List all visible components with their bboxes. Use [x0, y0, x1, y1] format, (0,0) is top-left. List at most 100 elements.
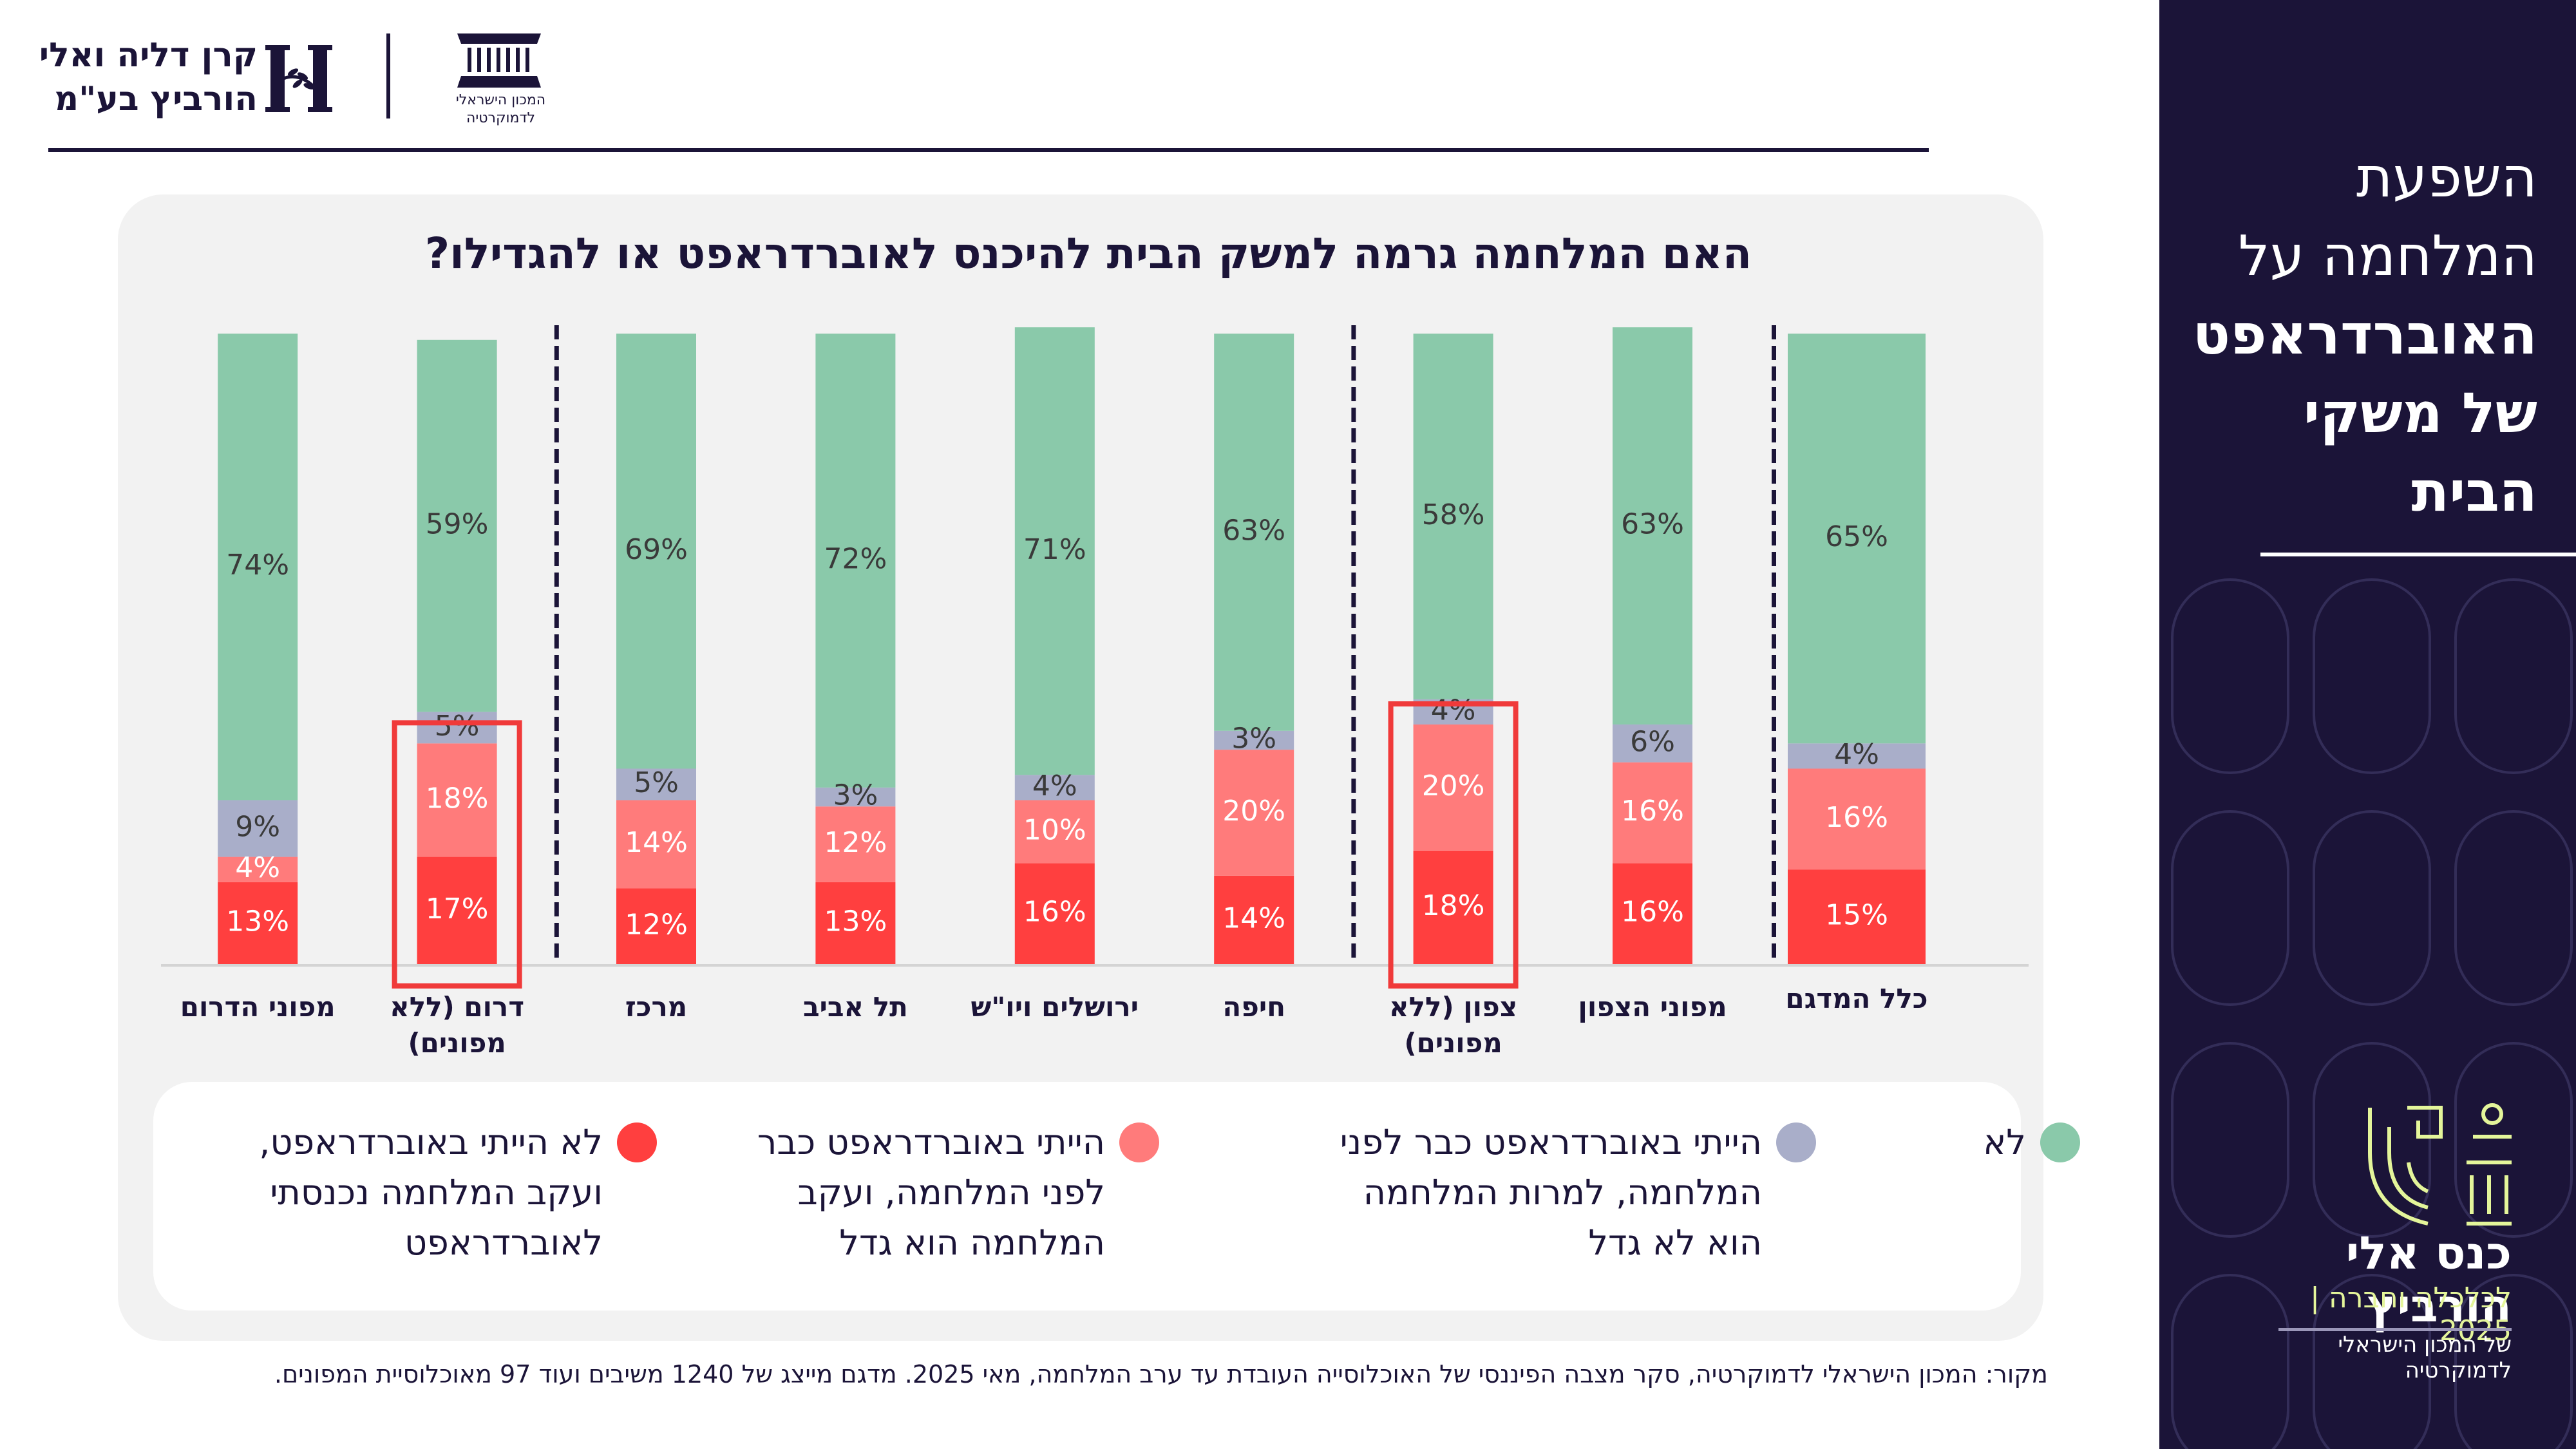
value-label: 16% — [1023, 896, 1086, 929]
value-label: 20% — [1222, 795, 1285, 828]
sidebar-title-line: האוברדראפט — [2192, 303, 2537, 367]
conference-organizer: של המכון הישראלי לדמוקרטיה — [2338, 1332, 2512, 1383]
bar-segment-no — [1413, 334, 1493, 699]
legend-label-no: לא — [1983, 1117, 2026, 1168]
value-label: 14% — [625, 826, 688, 859]
bar-segment-overdraft_not_grew — [1214, 730, 1294, 750]
bar-segment-overdraft_grew — [1214, 750, 1294, 876]
bar-segment-overdraft_not_grew — [1014, 775, 1095, 800]
highlight-box — [1388, 701, 1519, 989]
category-label: מפוני הצפון — [1578, 991, 1727, 1023]
category-label: מפונים) — [1404, 1027, 1502, 1059]
category-label: מפוני הדרום — [180, 991, 336, 1023]
bar-segment-no — [1014, 327, 1095, 775]
value-label: 13% — [824, 905, 887, 938]
institute-logo-line-1: המכון הישראלי — [455, 92, 546, 108]
value-label: 74% — [226, 549, 289, 582]
value-label: 4% — [1032, 770, 1077, 802]
foundation-h-logo-icon — [265, 45, 332, 112]
bar-segment-no — [1613, 327, 1692, 724]
legend-swatch-entered-overdraft-icon — [617, 1122, 657, 1162]
source-footnote: מקור: המכון הישראלי לדמוקרטיה, סקר מצבה … — [274, 1360, 2048, 1388]
bar-segment-entered_overdraft — [815, 882, 896, 964]
header-divider — [48, 148, 1929, 152]
value-label: 4% — [235, 851, 280, 884]
bar-segment-overdraft_grew — [218, 857, 298, 882]
category-label: דרום (ללא — [390, 991, 524, 1023]
conference-name: כנס אלי הורביץ — [2345, 1227, 2512, 1332]
legend-line: לא — [1983, 1122, 2026, 1162]
sidebar-title-line: הבית — [2411, 460, 2537, 524]
bar-segment-overdraft_not_grew — [218, 800, 298, 857]
conference-logo-icon — [2368, 1103, 2512, 1226]
legend-line: לאוברדראפט — [404, 1222, 603, 1263]
legend-line: לא הייתי באוברדראפט, — [259, 1122, 603, 1162]
value-label: 71% — [1023, 533, 1086, 566]
category-label: תל אביב — [803, 991, 908, 1023]
value-label: 16% — [1621, 896, 1684, 929]
conference-divider — [2278, 1328, 2512, 1331]
bars-layer — [161, 327, 2029, 967]
bar-segment-overdraft_not_grew — [1613, 724, 1692, 762]
value-label: 15% — [1825, 899, 1888, 932]
legend-line: הוא לא גדל — [1588, 1222, 1762, 1263]
legend-line: לפני המלחמה, ועקב — [797, 1172, 1105, 1213]
foundation-logo-line-2: הורביץ בע"מ — [54, 80, 258, 118]
bar-segment-no — [417, 339, 497, 712]
legend-line: המלחמה הוא גדל — [839, 1222, 1105, 1263]
value-label: 20% — [1422, 770, 1485, 802]
value-label: 59% — [426, 508, 489, 541]
value-label: 3% — [1231, 722, 1276, 755]
bar-segment-no — [1214, 334, 1294, 731]
category-label: צפון (ללא — [1389, 991, 1517, 1023]
legend-swatch-no-icon — [2040, 1122, 2080, 1162]
value-label: 3% — [833, 779, 878, 812]
value-label: 16% — [1621, 795, 1684, 828]
bar-segment-entered_overdraft — [616, 888, 696, 964]
category-label: מפונים) — [408, 1027, 506, 1059]
chart-title: האם המלחמה גרמה למשק הבית להיכנס לאוברדר… — [424, 229, 1752, 278]
highlight-box — [392, 720, 522, 989]
foundation-logo-line-1: קרן דליה ואלי — [39, 36, 258, 75]
bar-segment-entered_overdraft — [417, 857, 497, 964]
sidebar-divider — [2260, 553, 2576, 556]
value-label: 10% — [1023, 813, 1086, 846]
highlight-boxes-layer — [392, 701, 1519, 989]
value-label: 4% — [1834, 738, 1879, 771]
bar-segment-entered_overdraft — [1788, 869, 1926, 964]
legend-item-overdraft-grew: הייתי באוברדראפט כבר לפני המלחמה, ועקב ה… — [757, 1117, 1159, 1268]
legend — [153, 1082, 2021, 1311]
foundation-logo-text: קרן דליה ואלי הורביץ בע"מ — [39, 33, 258, 121]
bar-segment-overdraft_not_grew — [815, 787, 896, 807]
sidebar-title-line: של משקי — [2303, 381, 2537, 446]
category-label: מרכז — [625, 991, 687, 1023]
bar-segment-overdraft_not_grew — [417, 712, 497, 744]
value-label: 12% — [625, 908, 688, 941]
bar-segment-no — [616, 334, 696, 769]
value-label: 9% — [235, 811, 280, 844]
legend-item-no: לא — [1983, 1117, 2080, 1168]
sidebar-title-line: המלחמה על — [2238, 224, 2537, 289]
value-label: 5% — [634, 766, 679, 799]
bar-segment-no — [815, 334, 896, 788]
value-label: 5% — [435, 710, 480, 743]
value-label: 69% — [625, 533, 688, 566]
bar-segment-overdraft_grew — [417, 743, 497, 857]
value-labels-layer: 15% 16% 4% 65% 16% 16% 6% 63% 18% 20% 4% 58% 14% 20% 3… — [226, 498, 1888, 941]
value-label: 65% — [1825, 520, 1888, 553]
category-labels-layer: כלל המדגם מפוני הצפון צפון (ללא מפונים) חיפה… — [180, 983, 1928, 1059]
value-label: 17% — [426, 893, 489, 925]
sidebar-title-line: השפעת — [2356, 146, 2537, 210]
value-label: 16% — [1825, 801, 1888, 834]
legend-swatch-overdraft-grew-icon — [1119, 1122, 1159, 1162]
bar-segment-overdraft_grew — [1014, 800, 1095, 864]
value-label: 14% — [1222, 902, 1285, 934]
institute-logo-line-2: לדמוקרטיה — [466, 110, 536, 126]
bar-segment-overdraft_grew — [1413, 724, 1493, 851]
value-label: 4% — [1431, 694, 1476, 726]
category-label: חיפה — [1222, 991, 1285, 1023]
bar-segment-overdraft_grew — [815, 806, 896, 882]
legend-line: המלחמה, למרות המלחמה — [1363, 1172, 1762, 1213]
value-label: 63% — [1222, 514, 1285, 547]
